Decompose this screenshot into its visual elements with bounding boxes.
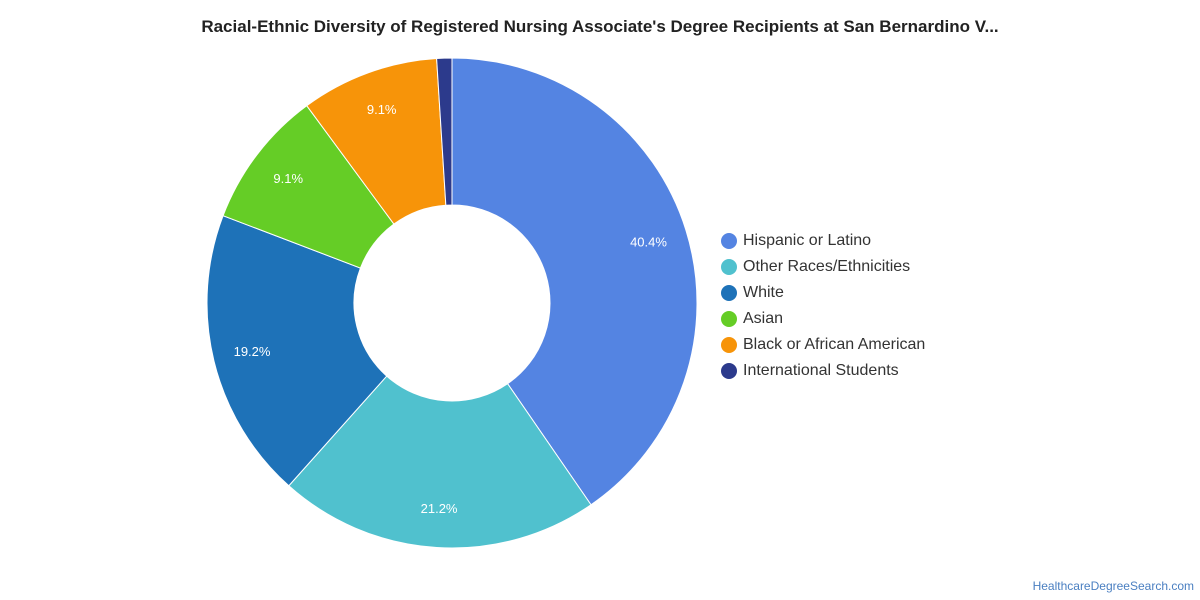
slice-other-races-ethnicities[interactable]: [288, 375, 592, 549]
slice-white[interactable]: [206, 215, 388, 487]
legend-label: Black or African American: [743, 336, 926, 353]
legend-label: Asian: [743, 310, 784, 327]
donut-slices: [206, 57, 698, 549]
legend-item-international-students[interactable]: International Students: [721, 358, 925, 384]
legend-label: International Students: [743, 362, 899, 379]
legend-label: Other Races/Ethnicities: [743, 258, 911, 275]
legend-swatch: [721, 363, 737, 379]
chart-legend: Hispanic or Latino Other Races/Ethnicitie…: [721, 228, 925, 384]
slice-international-students[interactable]: [436, 57, 453, 206]
slice-label-black-or-african-american: 9.1%: [367, 102, 397, 117]
legend-swatch: [721, 233, 737, 249]
chart-title: Racial-Ethnic Diversity of Registered Nu…: [201, 17, 999, 36]
source-link[interactable]: HealthcareDegreeSearch.com: [1032, 579, 1194, 593]
slice-label-asian: 9.1%: [273, 171, 303, 186]
slice-label-white: 19.2%: [234, 344, 271, 359]
legend-swatch: [721, 259, 737, 275]
slice-hispanic-or-latino[interactable]: [451, 57, 698, 506]
legend-swatch: [721, 337, 737, 353]
legend-item-white[interactable]: White: [721, 280, 925, 306]
slice-labels: 40.4% 21.2% 19.2% 9.1% 9.1%: [234, 102, 668, 516]
legend-label: Hispanic or Latino: [743, 232, 872, 249]
legend-label: White: [743, 284, 784, 301]
legend-swatch: [721, 285, 737, 301]
legend-swatch: [721, 311, 737, 327]
slice-label-hispanic-or-latino: 40.4%: [630, 234, 667, 249]
slice-label-other-races-ethnicities: 21.2%: [421, 501, 458, 516]
legend-item-asian[interactable]: Asian: [721, 306, 925, 332]
legend-item-hispanic-or-latino[interactable]: Hispanic or Latino: [721, 228, 925, 254]
legend-item-black-or-african-american[interactable]: Black or African American: [721, 332, 925, 358]
legend-item-other-races-ethnicities[interactable]: Other Races/Ethnicities: [721, 254, 925, 280]
